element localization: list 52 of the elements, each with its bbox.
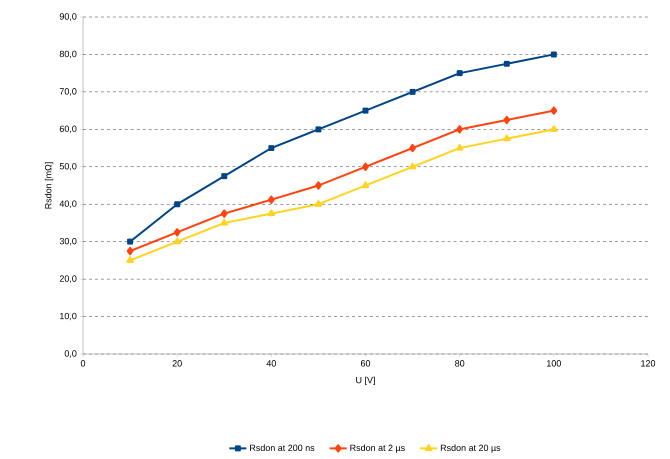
y-tick-label: 30,0 [60, 238, 76, 246]
point [314, 200, 322, 207]
point [504, 60, 510, 67]
x-tick-label: 60 [360, 360, 370, 367]
legend-label: Rsdon at 2 µs [350, 444, 405, 453]
point [174, 201, 180, 208]
x-tick-label: 20 [172, 360, 182, 367]
y-tick-label: 90,0 [60, 13, 76, 21]
y-tick-label: 50,0 [60, 163, 76, 170]
point [220, 209, 228, 218]
point [550, 51, 557, 58]
point [410, 88, 416, 95]
point [221, 173, 228, 180]
point [550, 125, 558, 132]
x-tick-label: 0 [80, 360, 86, 367]
point [456, 144, 464, 151]
point [362, 108, 368, 114]
y-tick-label: 40,0 [60, 200, 76, 208]
point [362, 162, 369, 171]
point [456, 125, 464, 134]
y-tick-label: 0,0 [64, 350, 76, 358]
x-tick-label: 80 [455, 360, 464, 367]
point [220, 218, 228, 226]
point [362, 181, 370, 188]
y-tick-label: 60,0 [60, 126, 76, 134]
point [503, 116, 510, 124]
y-axis-title: Rsdon [mΩ] [44, 162, 54, 209]
x-tick-label: 100 [547, 360, 561, 367]
x-tick-label: 120 [641, 360, 656, 367]
legend-label: Rsdon at 200 ns [250, 444, 314, 452]
point [550, 106, 558, 115]
point [268, 209, 276, 216]
point [502, 134, 511, 142]
point [126, 256, 134, 263]
point [408, 162, 416, 170]
point [173, 237, 181, 244]
point [127, 238, 134, 245]
legend-label: Rsdon at 20 µs [440, 444, 500, 453]
point [409, 144, 416, 152]
point [456, 70, 463, 76]
point [268, 196, 275, 204]
y-tick-label: 80,0 [60, 50, 76, 58]
point [126, 246, 134, 256]
point [315, 181, 322, 190]
x-tick-label: 40 [266, 360, 276, 367]
point [315, 126, 322, 132]
x-axis-title: U [V] [356, 376, 375, 386]
y-tick-label: 20,0 [60, 275, 76, 283]
y-tick-label: 70,0 [60, 88, 76, 96]
y-tick-label: 10,0 [60, 312, 76, 320]
point [174, 228, 181, 236]
point [268, 145, 274, 152]
